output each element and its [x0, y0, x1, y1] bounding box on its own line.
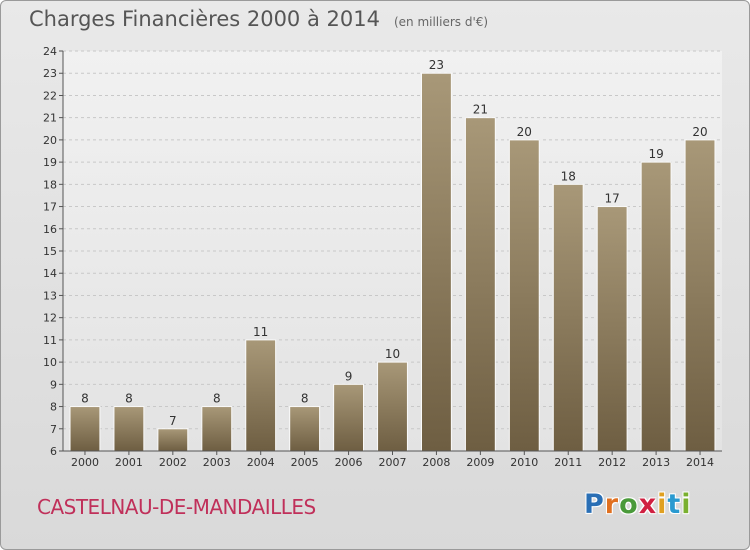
grid: [63, 50, 722, 452]
logo-letter: P: [584, 489, 605, 520]
chart-title: Charges Financières 2000 à 2014 (en milli…: [29, 7, 488, 31]
logo-letter: i: [657, 489, 668, 520]
x-tick-label: 2002: [159, 456, 187, 469]
y-tick-label: 9: [50, 378, 57, 391]
logo-letter: t: [667, 489, 682, 520]
x-tick-label: 2001: [115, 456, 143, 469]
y-tick-label: 19: [43, 156, 57, 169]
y-tick-label: 15: [43, 245, 57, 258]
value-label: 20: [517, 125, 532, 139]
bar-2003: [201, 406, 233, 452]
value-label: 11: [253, 325, 268, 339]
bar-2000: [69, 406, 101, 452]
value-label: 10: [385, 347, 400, 361]
y-tick-label: 8: [50, 401, 57, 414]
y-tick-label: 16: [43, 223, 57, 236]
commune-name: CASTELNAU-DE-MANDAILLES: [37, 495, 316, 519]
x-tick-label: 2005: [291, 456, 319, 469]
value-label: 7: [169, 414, 177, 428]
value-label: 9: [345, 369, 353, 383]
x-tick-label: 2013: [642, 456, 670, 469]
bar-2008: [420, 72, 452, 452]
chart-title-text: Charges Financières 2000 à 2014: [29, 7, 380, 31]
value-label: 21: [473, 103, 488, 117]
bar-2002: [157, 428, 189, 452]
x-tick-label: 2004: [247, 456, 275, 469]
bar-2001: [113, 406, 145, 452]
value-label: 18: [561, 169, 576, 183]
x-tick-label: 2014: [686, 456, 714, 469]
y-tick-label: 10: [43, 356, 57, 369]
y-tick-label: 24: [43, 45, 57, 58]
bar-2006: [333, 383, 365, 452]
proxiti-logo: Proxiti: [584, 489, 692, 520]
value-label: 20: [692, 125, 707, 139]
bar-2011: [552, 183, 584, 452]
x-tick-label: 2003: [203, 456, 231, 469]
value-label: 8: [213, 392, 221, 406]
logo-letter: i: [681, 489, 692, 520]
y-tick-label: 18: [43, 178, 57, 191]
value-label: 19: [648, 147, 663, 161]
y-tick-label: 13: [43, 289, 57, 302]
logo-letter: r: [604, 489, 620, 520]
y-tick-label: 12: [43, 312, 57, 325]
chart-subtitle: (en milliers d'€): [393, 15, 489, 29]
x-tick-label: 2011: [554, 456, 582, 469]
x-tick-label: 2007: [379, 456, 407, 469]
bar-2004: [245, 339, 277, 452]
y-tick-label: 7: [50, 423, 57, 436]
bar-2009: [464, 117, 496, 452]
x-tick-label: 2010: [510, 456, 538, 469]
value-label: 8: [81, 392, 89, 406]
logo-letter: o: [619, 489, 639, 520]
bar-2007: [377, 361, 408, 452]
y-tick-label: 11: [43, 334, 57, 347]
y-tick-label: 21: [43, 112, 57, 125]
x-axis: 2000 2001 2002 2003 2004 2005 2006 2007 2008 2009…: [63, 450, 722, 469]
y-axis: 6 7 8 9 10 11 12 13 14 15 16 17 18 19 20 21 22 23 24: [43, 45, 64, 458]
value-label: 8: [301, 392, 309, 406]
x-tick-label: 2006: [335, 456, 363, 469]
bar-2005: [289, 406, 321, 452]
logo-letter: x: [638, 489, 658, 520]
bar-2013: [640, 161, 672, 452]
x-tick-label: 2008: [422, 456, 450, 469]
bar-2010: [508, 139, 540, 452]
x-tick-label: 2009: [466, 456, 494, 469]
x-tick-label: 2000: [71, 456, 99, 469]
y-tick-label: 6: [50, 445, 57, 458]
value-label: 8: [125, 392, 133, 406]
bar-2012: [596, 206, 628, 452]
value-label: 23: [429, 58, 444, 72]
bar-2014: [684, 139, 716, 452]
value-label: 17: [605, 192, 620, 206]
y-tick-label: 23: [43, 67, 57, 80]
y-tick-label: 20: [43, 134, 57, 147]
x-tick-label: 2012: [598, 456, 626, 469]
y-tick-label: 22: [43, 89, 57, 102]
y-tick-label: 17: [43, 201, 57, 214]
y-tick-label: 14: [43, 267, 57, 280]
